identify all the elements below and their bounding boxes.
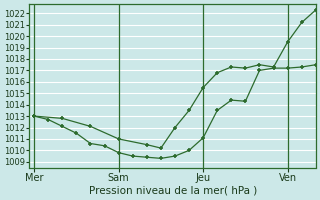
X-axis label: Pression niveau de la mer( hPa ): Pression niveau de la mer( hPa ) [89,186,257,196]
